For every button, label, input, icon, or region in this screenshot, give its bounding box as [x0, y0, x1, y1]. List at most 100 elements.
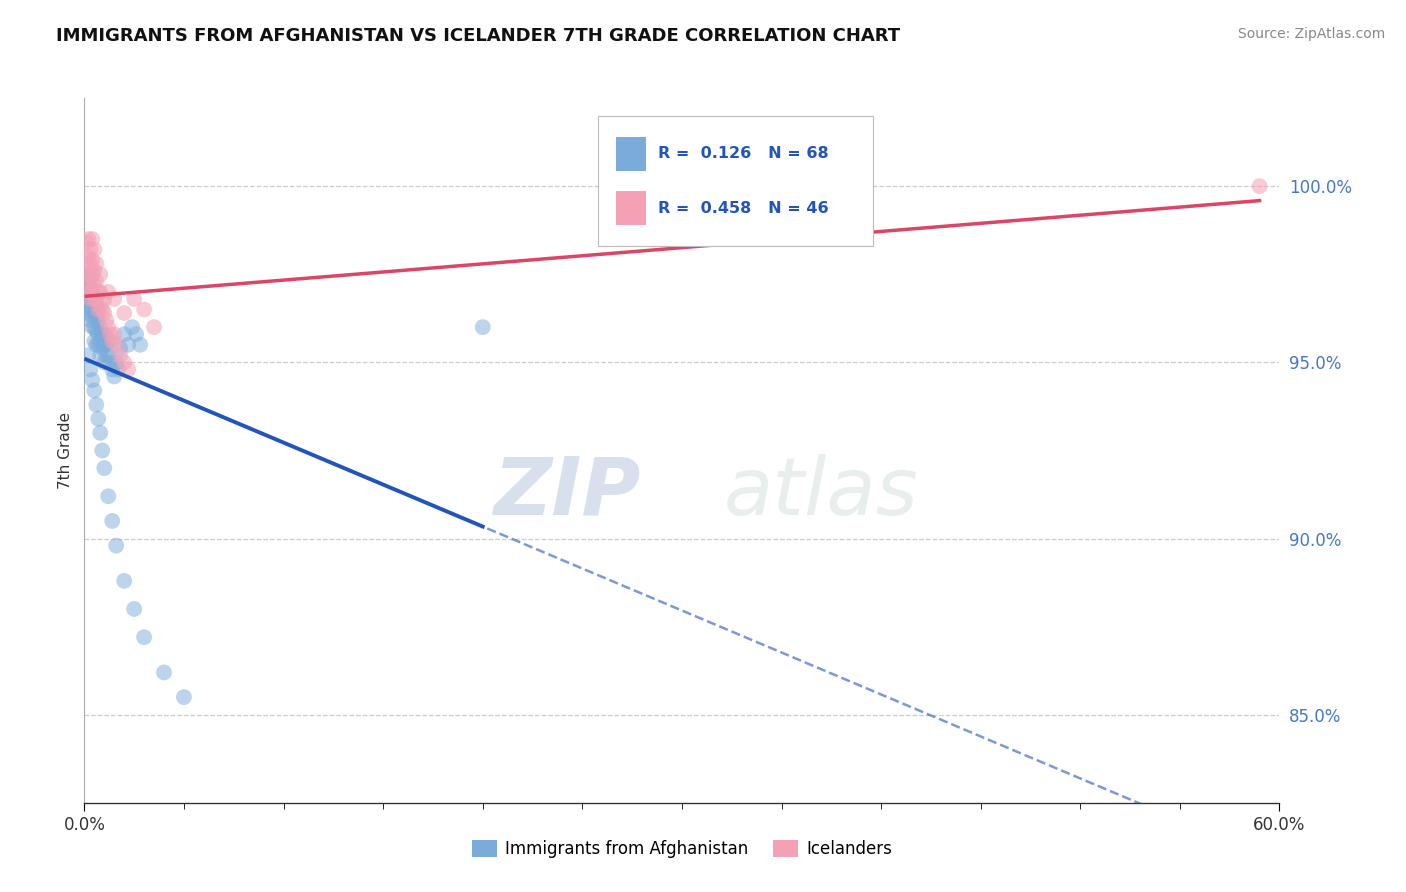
Point	[89, 320, 111, 334]
Point	[79, 313, 101, 327]
Point	[82, 268, 104, 282]
Point	[89, 348, 111, 362]
Point	[83, 264, 105, 278]
Point	[77, 285, 100, 299]
Point	[89, 299, 111, 313]
Point	[93, 327, 115, 342]
Point	[87, 411, 110, 425]
Point	[97, 489, 120, 503]
Point	[86, 299, 108, 313]
Point	[82, 285, 104, 299]
Point	[103, 327, 125, 342]
Point	[93, 461, 115, 475]
Point	[87, 338, 110, 352]
FancyBboxPatch shape	[599, 116, 873, 246]
Point	[83, 320, 105, 334]
Point	[79, 292, 101, 306]
Point	[89, 425, 111, 440]
Point	[82, 232, 104, 246]
Y-axis label: 7th Grade: 7th Grade	[58, 412, 73, 489]
Point	[75, 257, 97, 271]
Point	[103, 369, 125, 384]
Point	[101, 334, 124, 349]
Point	[75, 277, 97, 292]
Point	[89, 268, 111, 282]
Point	[122, 602, 145, 616]
Point	[91, 341, 114, 355]
Point	[77, 232, 100, 246]
Point	[471, 320, 494, 334]
Point	[79, 302, 101, 317]
Point	[125, 327, 148, 342]
Point	[77, 292, 100, 306]
Point	[87, 313, 110, 327]
Point	[105, 539, 128, 553]
Point	[75, 270, 97, 285]
Point	[83, 384, 105, 398]
Point	[86, 257, 108, 271]
Point	[97, 348, 120, 362]
Point	[86, 324, 108, 338]
Point	[112, 327, 135, 342]
Point	[86, 310, 108, 324]
Point	[86, 274, 108, 288]
Point	[77, 268, 100, 282]
Point	[98, 355, 121, 369]
Point	[87, 302, 110, 317]
Point	[132, 302, 156, 317]
Text: R =  0.458   N = 46: R = 0.458 N = 46	[658, 201, 828, 216]
Point	[77, 277, 100, 292]
Text: ZIP: ZIP	[492, 454, 640, 532]
Point	[132, 630, 156, 644]
Point	[86, 292, 108, 306]
Point	[83, 334, 105, 349]
FancyBboxPatch shape	[616, 191, 647, 226]
Point	[87, 327, 110, 342]
Point	[86, 338, 108, 352]
Point	[89, 285, 111, 299]
Point	[117, 338, 139, 352]
FancyBboxPatch shape	[616, 136, 647, 171]
Point	[79, 362, 101, 376]
Point	[103, 292, 125, 306]
Text: IMMIGRANTS FROM AFGHANISTAN VS ICELANDER 7TH GRADE CORRELATION CHART: IMMIGRANTS FROM AFGHANISTAN VS ICELANDER…	[56, 27, 900, 45]
Point	[153, 665, 176, 680]
Point	[122, 292, 145, 306]
Point	[82, 373, 104, 387]
Point	[77, 348, 100, 362]
Point	[86, 398, 108, 412]
Point	[91, 327, 114, 342]
Point	[110, 341, 132, 355]
Point	[89, 334, 111, 349]
Point	[79, 257, 101, 271]
Text: R =  0.126   N = 68: R = 0.126 N = 68	[658, 146, 828, 161]
Point	[101, 362, 124, 376]
Point	[105, 338, 128, 352]
Point	[93, 338, 115, 352]
Point	[83, 292, 105, 306]
Point	[75, 299, 97, 313]
Point	[79, 292, 101, 306]
Point	[82, 299, 104, 313]
Point	[112, 355, 135, 369]
Point	[96, 338, 118, 352]
Point	[87, 285, 110, 299]
Text: Source: ZipAtlas.com: Source: ZipAtlas.com	[1237, 27, 1385, 41]
Point	[83, 277, 105, 292]
Point	[77, 250, 100, 264]
Point	[75, 285, 97, 299]
Point	[83, 306, 105, 320]
Point	[79, 270, 101, 285]
Point	[75, 235, 97, 250]
Point	[83, 243, 105, 257]
Point	[129, 338, 152, 352]
Point	[93, 306, 115, 320]
Point	[1249, 179, 1271, 194]
Point	[121, 320, 143, 334]
Point	[112, 306, 135, 320]
Point	[93, 355, 115, 369]
Point	[79, 281, 101, 295]
Point	[97, 320, 120, 334]
Point	[79, 243, 101, 257]
Point	[77, 268, 100, 282]
